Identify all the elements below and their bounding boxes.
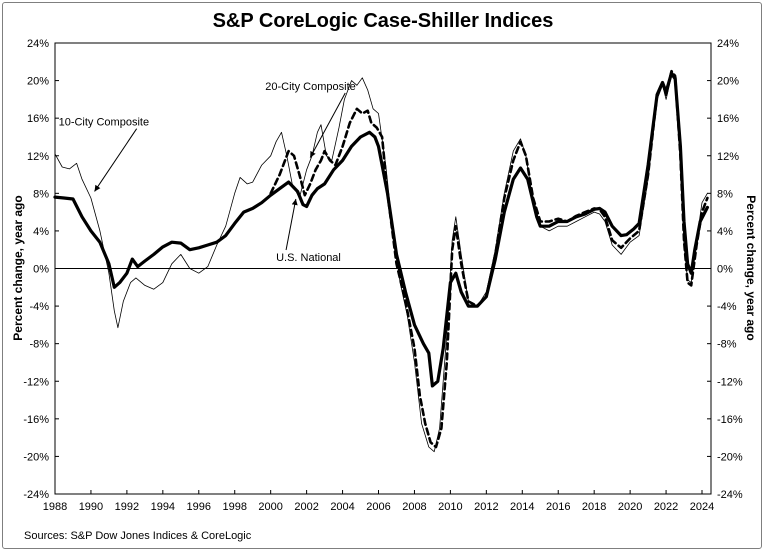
x-tick-label: 1990 <box>79 501 103 513</box>
y-tick-label-right: 20% <box>717 76 739 88</box>
y-tick-label-left: -24% <box>23 489 49 501</box>
annotation-arrow <box>309 92 346 158</box>
y-axis-label-left: Percent change, year ago <box>11 195 25 340</box>
y-tick-label-right: 4% <box>717 226 733 238</box>
y-tick-label-right: -24% <box>717 489 743 501</box>
y-tick-label-left: 12% <box>27 151 49 163</box>
y-tick-label-right: -20% <box>717 451 743 463</box>
y-tick-label-left: -16% <box>23 414 49 426</box>
annotation-arrow <box>285 198 298 251</box>
x-tick-label: 2010 <box>438 501 462 513</box>
y-tick-label-right: -8% <box>717 339 737 351</box>
y-tick-label-left: -12% <box>23 376 49 388</box>
series-line-10-city-composite <box>54 75 708 453</box>
tick-labels: -24% -24% -20% -20% -16% -16% -12% -12% -8% -8% -4… <box>23 38 743 513</box>
series-lines <box>53 69 709 453</box>
y-tick-label-left: -8% <box>29 339 49 351</box>
y-tick-label-left: -4% <box>29 301 49 313</box>
x-tick-label: 2000 <box>258 501 282 513</box>
x-tick-label: 1994 <box>151 501 175 513</box>
x-tick-label: 2016 <box>546 501 570 513</box>
y-tick-label-left: 24% <box>27 38 49 50</box>
y-tick-label-left: 0% <box>33 264 49 276</box>
y-tick-label-right: 16% <box>717 113 739 125</box>
annotations: 10-City Composite 20-City Composite U.S. N… <box>59 81 356 264</box>
annotation-label: 10-City Composite <box>59 117 149 129</box>
y-tick-label-right: 24% <box>717 38 739 50</box>
y-tick-label-left: 16% <box>27 113 49 125</box>
x-tick-label: 2006 <box>366 501 390 513</box>
annotation-label: U.S. National <box>276 252 341 264</box>
x-tick-label: 1992 <box>115 501 139 513</box>
y-tick-label-right: -16% <box>717 414 743 426</box>
y-tick-label-right: -12% <box>717 376 743 388</box>
chart-title: S&P CoreLogic Case-Shiller Indices <box>212 10 554 32</box>
x-tick-label: 2022 <box>654 501 678 513</box>
x-tick-label: 2018 <box>582 501 606 513</box>
x-tick-label: 1996 <box>187 501 211 513</box>
x-tick-label: 2024 <box>690 501 714 513</box>
x-tick-label: 2008 <box>402 501 426 513</box>
x-tick-label: 2012 <box>474 501 498 513</box>
y-tick-label-left: 8% <box>33 188 49 200</box>
annotation-label: 20-City Composite <box>265 81 355 93</box>
y-tick-label-left: 4% <box>33 226 49 238</box>
y-tick-label-left: 20% <box>27 76 49 88</box>
x-tick-label: 2014 <box>510 501 534 513</box>
y-tick-label-right: 0% <box>717 264 733 276</box>
axes <box>54 42 712 495</box>
y-tick-label-right: 8% <box>717 188 733 200</box>
x-tick-label: 2004 <box>330 501 354 513</box>
x-tick-label: 1988 <box>43 501 67 513</box>
y-tick-label-right: 12% <box>717 151 739 163</box>
x-tick-label: 2020 <box>618 501 642 513</box>
annotation-arrow <box>94 128 138 192</box>
x-tick-label: 1998 <box>222 501 246 513</box>
y-axis-label-right: Percent change, year ago <box>744 195 758 340</box>
series-line-u-s-national <box>53 71 709 388</box>
y-tick-label-right: -4% <box>717 301 737 313</box>
x-tick-label: 2002 <box>294 501 318 513</box>
y-tick-label-left: -20% <box>23 451 49 463</box>
source-note: Sources: S&P Dow Jones Indices & CoreLog… <box>24 530 252 542</box>
